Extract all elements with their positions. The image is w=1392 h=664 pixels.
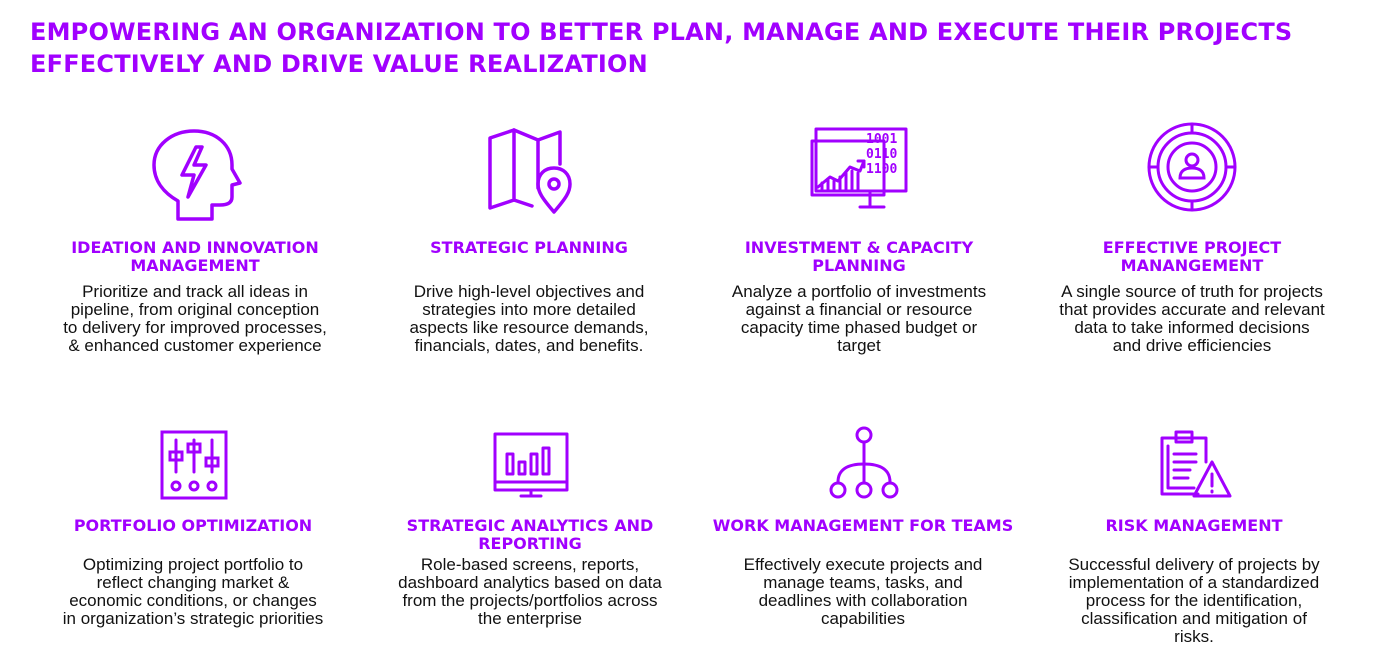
card-work-management: WORK MANAGEMENT FOR TEAMS Effectively ex… xyxy=(698,517,1028,628)
investment-chart-icon: 1001 0110 1100 xyxy=(810,127,910,211)
page-title-line-1: EMPOWERING AN ORGANIZATION TO BETTER PLA… xyxy=(30,18,1293,46)
brain-lightning-icon xyxy=(150,127,242,223)
card-title: EFFECTIVE PROJECT MANANGEMENT xyxy=(1102,238,1282,275)
card-description: Optimizing project portfolio to reflect … xyxy=(62,555,324,628)
card-title: WORK MANAGEMENT FOR TEAMS xyxy=(712,516,1014,535)
card-description: Successful delivery of projects by imple… xyxy=(1068,555,1320,646)
card-risk-management: RISK MANAGEMENT Successful delivery of p… xyxy=(1029,517,1359,646)
target-user-icon xyxy=(1147,122,1237,212)
card-description: Drive high-level objectives and strategi… xyxy=(409,282,649,355)
map-pin-icon xyxy=(486,128,578,214)
page-title: EMPOWERING AN ORGANIZATION TO BETTER PLA… xyxy=(30,16,1370,80)
monitor-bar-chart-icon xyxy=(493,432,569,498)
card-title: IDEATION AND INNOVATION MANAGEMENT xyxy=(71,238,319,275)
card-project-management: EFFECTIVE PROJECT MANANGEMENT A single s… xyxy=(1027,239,1357,355)
svg-text:0110: 0110 xyxy=(866,147,897,162)
card-description: A single source of truth for projects th… xyxy=(1059,282,1325,355)
card-title: PORTFOLIO OPTIMIZATION xyxy=(73,516,313,535)
card-title: STRATEGIC PLANNING xyxy=(430,238,628,257)
page-title-line-2: EFFECTIVELY AND DRIVE VALUE REALIZATION xyxy=(30,50,648,78)
card-ideation: IDEATION AND INNOVATION MANAGEMENT Prior… xyxy=(30,239,360,355)
card-portfolio-optimization: PORTFOLIO OPTIMIZATION Optimizing projec… xyxy=(28,517,358,628)
hierarchy-icon xyxy=(827,426,901,500)
card-title: INVESTMENT & CAPACITY PLANNING xyxy=(744,238,974,275)
svg-text:1001: 1001 xyxy=(866,132,897,147)
sliders-icon xyxy=(160,430,228,500)
card-description: Analyze a portfolio of investments again… xyxy=(731,282,987,355)
card-description: Prioritize and track all ideas in pipeli… xyxy=(63,282,327,355)
svg-text:1100: 1100 xyxy=(866,162,897,177)
card-description: Role-based screens, reports, dashboard a… xyxy=(398,555,662,628)
card-investment-capacity: INVESTMENT & CAPACITY PLANNING Analyze a… xyxy=(694,239,1024,355)
card-title: STRATEGIC ANALYTICS AND REPORTING xyxy=(406,516,654,553)
card-strategic-planning: STRATEGIC PLANNING Drive high-level obje… xyxy=(364,239,694,355)
card-description: Effectively execute projects and manage … xyxy=(743,555,983,628)
card-title: RISK MANAGEMENT xyxy=(1105,516,1283,535)
clipboard-warning-icon xyxy=(1158,428,1232,500)
card-strategic-analytics: STRATEGIC ANALYTICS AND REPORTING Role-b… xyxy=(365,517,695,628)
